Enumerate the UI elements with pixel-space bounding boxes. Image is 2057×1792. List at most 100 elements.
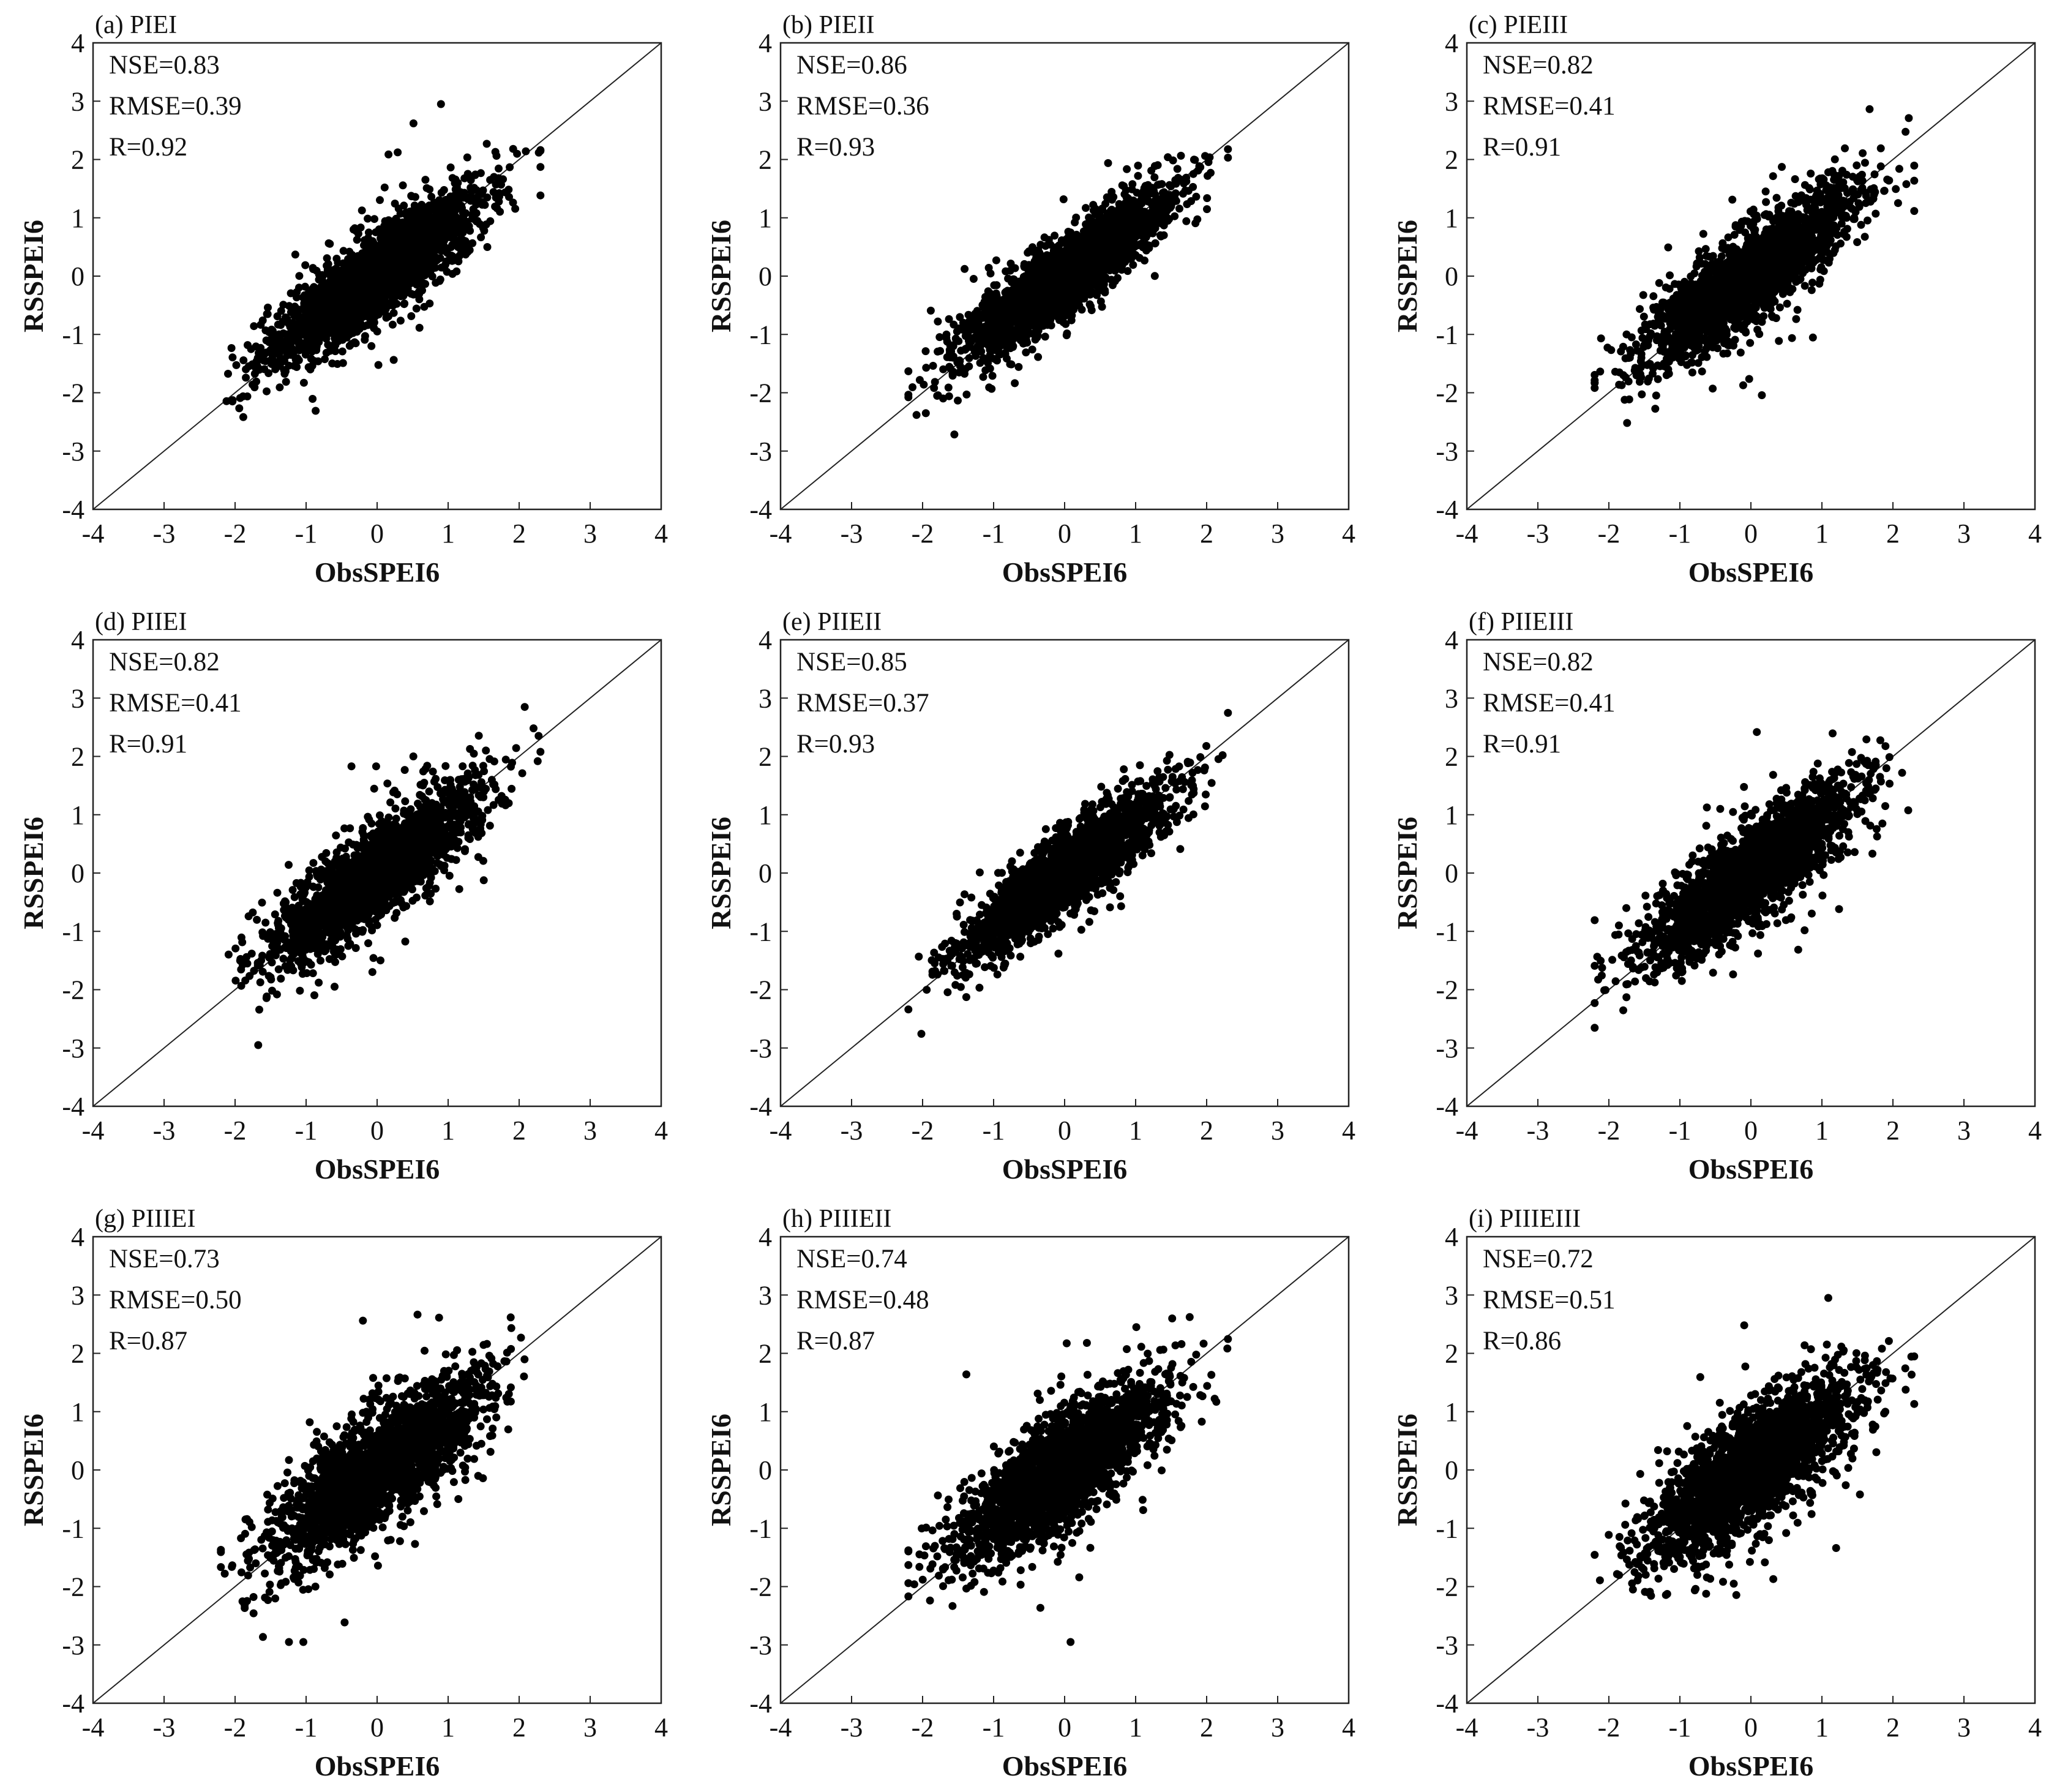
scatter-point xyxy=(442,216,450,225)
scatter-point xyxy=(1687,272,1695,280)
scatter-point xyxy=(1041,332,1049,341)
scatter-point xyxy=(934,317,942,326)
scatter-point xyxy=(962,390,971,399)
scatter-point xyxy=(1079,241,1088,249)
scatter-point xyxy=(383,250,391,259)
scatter-point xyxy=(403,273,411,282)
scatter-point xyxy=(468,239,477,247)
scatter-point xyxy=(1142,241,1150,249)
scatter-point xyxy=(394,148,402,157)
nse-value: NSE=0.86 xyxy=(796,51,907,80)
scatter-point xyxy=(1051,273,1060,282)
scatter-point xyxy=(379,301,388,309)
scatter-point xyxy=(374,361,383,369)
scatter-point xyxy=(1094,279,1102,288)
scatter-point xyxy=(448,252,457,261)
scatter-point xyxy=(1082,204,1090,212)
scatter-point xyxy=(1783,299,1791,308)
scatter-point xyxy=(497,181,505,189)
scatter-point xyxy=(1123,165,1131,173)
scatter-point xyxy=(978,310,987,319)
scatter-point xyxy=(332,255,341,263)
scatter-point xyxy=(1203,194,1212,203)
scatter-point xyxy=(324,283,332,291)
scatter-point xyxy=(446,163,455,171)
scatter-point xyxy=(933,392,942,400)
scatter-point xyxy=(277,321,285,329)
scatter-point xyxy=(1701,245,1710,253)
scatter-point xyxy=(474,198,482,206)
scatter-point xyxy=(992,281,1001,290)
scatter-point xyxy=(966,315,975,323)
scatter-point xyxy=(536,191,545,200)
scatter-point xyxy=(493,204,501,212)
scatter-point xyxy=(957,347,965,355)
scatter-point xyxy=(1177,151,1185,160)
scatter-point xyxy=(422,184,431,192)
scatter-point xyxy=(509,144,517,153)
scatter-point xyxy=(338,347,347,356)
scatter-point xyxy=(319,326,328,334)
scatter-point xyxy=(288,345,297,353)
x-tick-label: 1 xyxy=(441,519,455,549)
scatter-point xyxy=(224,370,232,378)
scatter-point xyxy=(415,323,424,332)
scatter-point xyxy=(419,279,427,287)
y-tick-label: 3 xyxy=(759,86,772,116)
scatter-point xyxy=(373,327,381,336)
scatter-point xyxy=(1106,219,1114,227)
scatter-point xyxy=(929,362,937,370)
scatter-point xyxy=(1688,368,1696,377)
scatter-point xyxy=(1098,244,1107,252)
scatter-points xyxy=(904,145,1232,439)
x-tick-label: -2 xyxy=(912,519,934,549)
scatter-point xyxy=(323,254,331,263)
scatter-point xyxy=(373,265,382,274)
scatter-point xyxy=(340,270,348,279)
scatter-point xyxy=(362,300,370,309)
y-tick-label: -1 xyxy=(749,320,772,350)
scatter-point xyxy=(396,317,405,325)
scatter-point xyxy=(257,321,265,329)
scatter-point xyxy=(469,205,478,214)
scatter-point xyxy=(254,355,263,364)
scatter-point xyxy=(451,215,460,223)
scatter-point xyxy=(232,361,241,369)
scatter-point xyxy=(1012,313,1021,321)
scatter-point xyxy=(309,265,318,274)
scatter-point xyxy=(1728,195,1737,204)
x-tick-label: -1 xyxy=(983,519,1005,549)
y-tick-label: 1 xyxy=(71,203,84,233)
scatter-point xyxy=(392,219,400,227)
scatter-point xyxy=(456,188,465,197)
scatter-point xyxy=(407,192,416,200)
scatter-point xyxy=(1025,269,1034,277)
scatter-point xyxy=(353,236,361,244)
scatter-point xyxy=(1141,257,1148,264)
scatter-point xyxy=(325,271,334,279)
scatter-point xyxy=(1134,171,1142,180)
scatter-point xyxy=(1207,168,1215,177)
scatter-point xyxy=(235,404,244,413)
scatter-point xyxy=(381,276,390,284)
scatter-point xyxy=(1114,212,1122,221)
scatter-point xyxy=(252,377,261,386)
scatter-point xyxy=(1152,211,1161,219)
scatter-point xyxy=(944,383,953,392)
scatter-point xyxy=(1137,214,1145,223)
scatter-point xyxy=(1174,174,1182,182)
scatter-point xyxy=(1041,300,1050,309)
scatter-point xyxy=(956,313,964,321)
scatter-point xyxy=(1203,205,1211,214)
scatter-point xyxy=(1069,272,1077,281)
r-value: R=0.92 xyxy=(109,133,187,162)
scatter-point xyxy=(387,301,395,309)
x-tick-label: -2 xyxy=(224,519,247,549)
scatter-point xyxy=(1033,331,1042,340)
scatter-point xyxy=(506,163,514,171)
scatter-point xyxy=(409,119,418,127)
y-tick-label: 1 xyxy=(759,203,772,233)
x-tick-label: -4 xyxy=(770,519,792,549)
scatter-point xyxy=(421,176,430,184)
scatter-point xyxy=(931,378,939,386)
